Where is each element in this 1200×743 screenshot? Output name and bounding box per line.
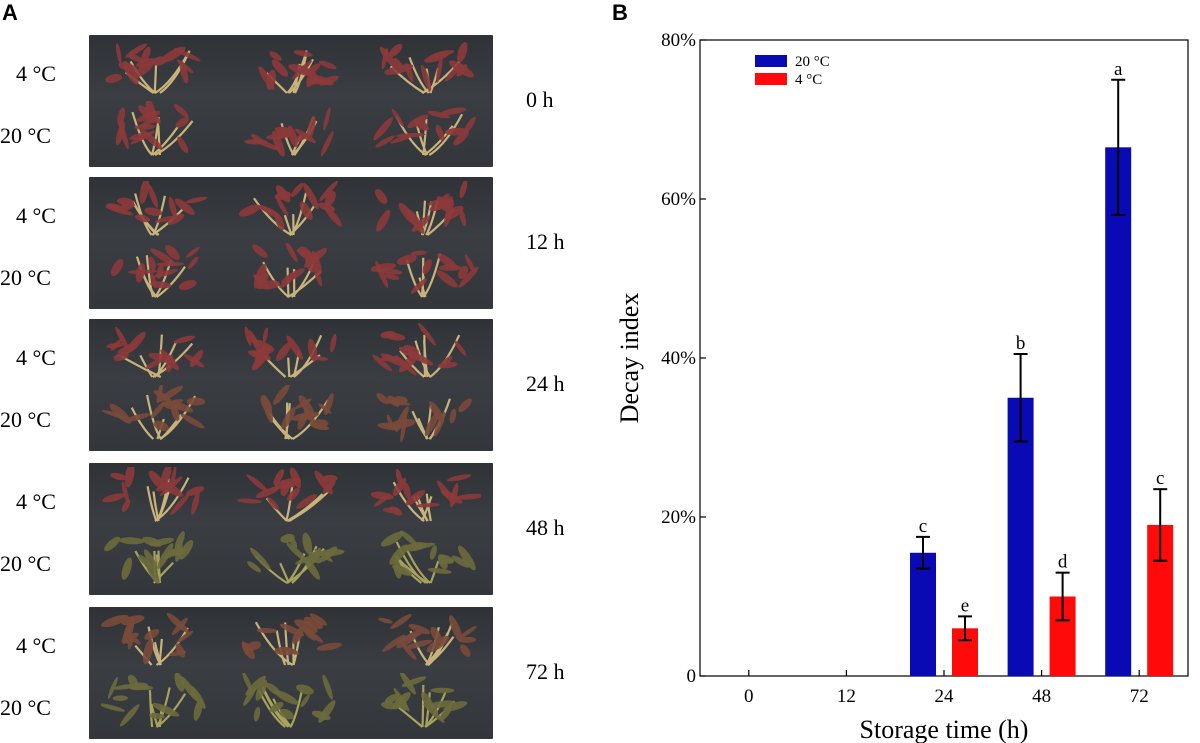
- x-axis-title: Storage time (h): [860, 715, 1029, 743]
- plant-sample: [371, 385, 481, 448]
- bar: [1007, 397, 1034, 676]
- x-tick-label: 24: [935, 686, 955, 707]
- plant-sample: [101, 611, 211, 674]
- plant-sample: [371, 39, 481, 102]
- plant-sample: [371, 611, 481, 674]
- y-tick-label: 80%: [661, 30, 696, 51]
- plant-sample: [101, 463, 211, 530]
- temp-label-4c: 4 °C: [16, 345, 56, 370]
- plant-sample: [371, 101, 481, 164]
- plant-sample: [101, 99, 211, 164]
- y-tick-label: 20%: [661, 507, 696, 528]
- temp-label-4c: 4 °C: [16, 61, 56, 86]
- legend-swatch: [755, 73, 787, 85]
- plant-sample: [101, 383, 211, 448]
- photo-row: 4 °C 20 °C 0 h: [0, 35, 600, 171]
- y-axis-title: Decay index: [615, 293, 644, 424]
- temp-label-20c: 20 °C: [0, 407, 51, 432]
- significance-letter: e: [961, 595, 969, 616]
- sample-photo: [89, 463, 493, 595]
- sample-photo: [89, 177, 493, 309]
- significance-letter: b: [1016, 333, 1026, 354]
- time-label: 72 h: [526, 659, 565, 684]
- significance-letter: c: [1156, 468, 1164, 489]
- x-tick-label: 72: [1130, 686, 1149, 707]
- sample-photo: [89, 319, 493, 451]
- significance-letter: a: [1114, 59, 1123, 80]
- temp-label-20c: 20 °C: [0, 551, 51, 576]
- bar: [1105, 147, 1132, 676]
- plant-sample: [235, 323, 345, 386]
- y-tick-label: 40%: [661, 348, 696, 369]
- photo-row: 4 °C 20 °C 12 h: [0, 177, 600, 313]
- plant-sample: [370, 467, 485, 530]
- temp-label-4c: 4 °C: [16, 633, 56, 658]
- legend-label: 20 °C: [795, 54, 830, 70]
- plant-sample: [370, 243, 481, 306]
- x-tick-label: 0: [744, 686, 754, 707]
- plant-sample: [101, 39, 211, 102]
- plant-sample: [235, 39, 345, 102]
- plant-sample: [235, 180, 345, 244]
- temp-label-20c: 20 °C: [0, 695, 51, 720]
- plant-sample: [235, 241, 345, 306]
- bar: [910, 552, 936, 676]
- plant-sample: [371, 322, 481, 386]
- temp-label-20c: 20 °C: [0, 265, 51, 290]
- y-tick-label: 0: [687, 666, 697, 687]
- time-label: 48 h: [526, 515, 565, 540]
- legend-label: 4 °C: [795, 72, 822, 88]
- plant-sample: [235, 467, 345, 530]
- photo-row: 4 °C 20 °C 72 h: [0, 607, 600, 743]
- plant-sample: [235, 101, 345, 164]
- decay-index-chart: 0 20% 40% 60% 80% 0 12 24 48 72 c b a e d c 20 °C 4 °C Sto…: [615, 30, 1189, 743]
- time-label: 12 h: [526, 229, 565, 254]
- plant-sample: [98, 672, 211, 736]
- time-label: 24 h: [526, 371, 565, 396]
- plant-sample: [235, 384, 345, 448]
- plant-sample: [371, 670, 481, 736]
- y-tick-label: 60%: [661, 189, 696, 210]
- temp-label-4c: 4 °C: [16, 203, 56, 228]
- significance-letter: c: [919, 516, 927, 537]
- photo-row: 4 °C 20 °C 24 h: [0, 319, 600, 455]
- plant-sample: [101, 243, 211, 306]
- plant-sample: [101, 529, 211, 592]
- plant-sample: [235, 529, 345, 592]
- x-tick-label: 48: [1032, 686, 1051, 707]
- plant-sample: [371, 179, 481, 244]
- plant-sample: [101, 177, 211, 244]
- x-tick-label: 12: [837, 686, 856, 707]
- plant-sample: [101, 323, 211, 386]
- temp-label-20c: 20 °C: [0, 123, 51, 148]
- temp-label-4c: 4 °C: [16, 489, 56, 514]
- time-label: 0 h: [526, 87, 554, 112]
- panel-b-label: B: [612, 0, 628, 25]
- plant-sample: [235, 611, 345, 674]
- legend-swatch: [755, 55, 787, 67]
- sample-photo: [89, 35, 493, 167]
- plant-sample: [235, 671, 345, 736]
- plant-sample: [371, 529, 481, 592]
- significance-letter: d: [1058, 552, 1068, 573]
- panel-a-label: A: [2, 0, 18, 25]
- photo-row: 4 °C 20 °C 48 h: [0, 463, 600, 599]
- sample-photo: [89, 607, 493, 739]
